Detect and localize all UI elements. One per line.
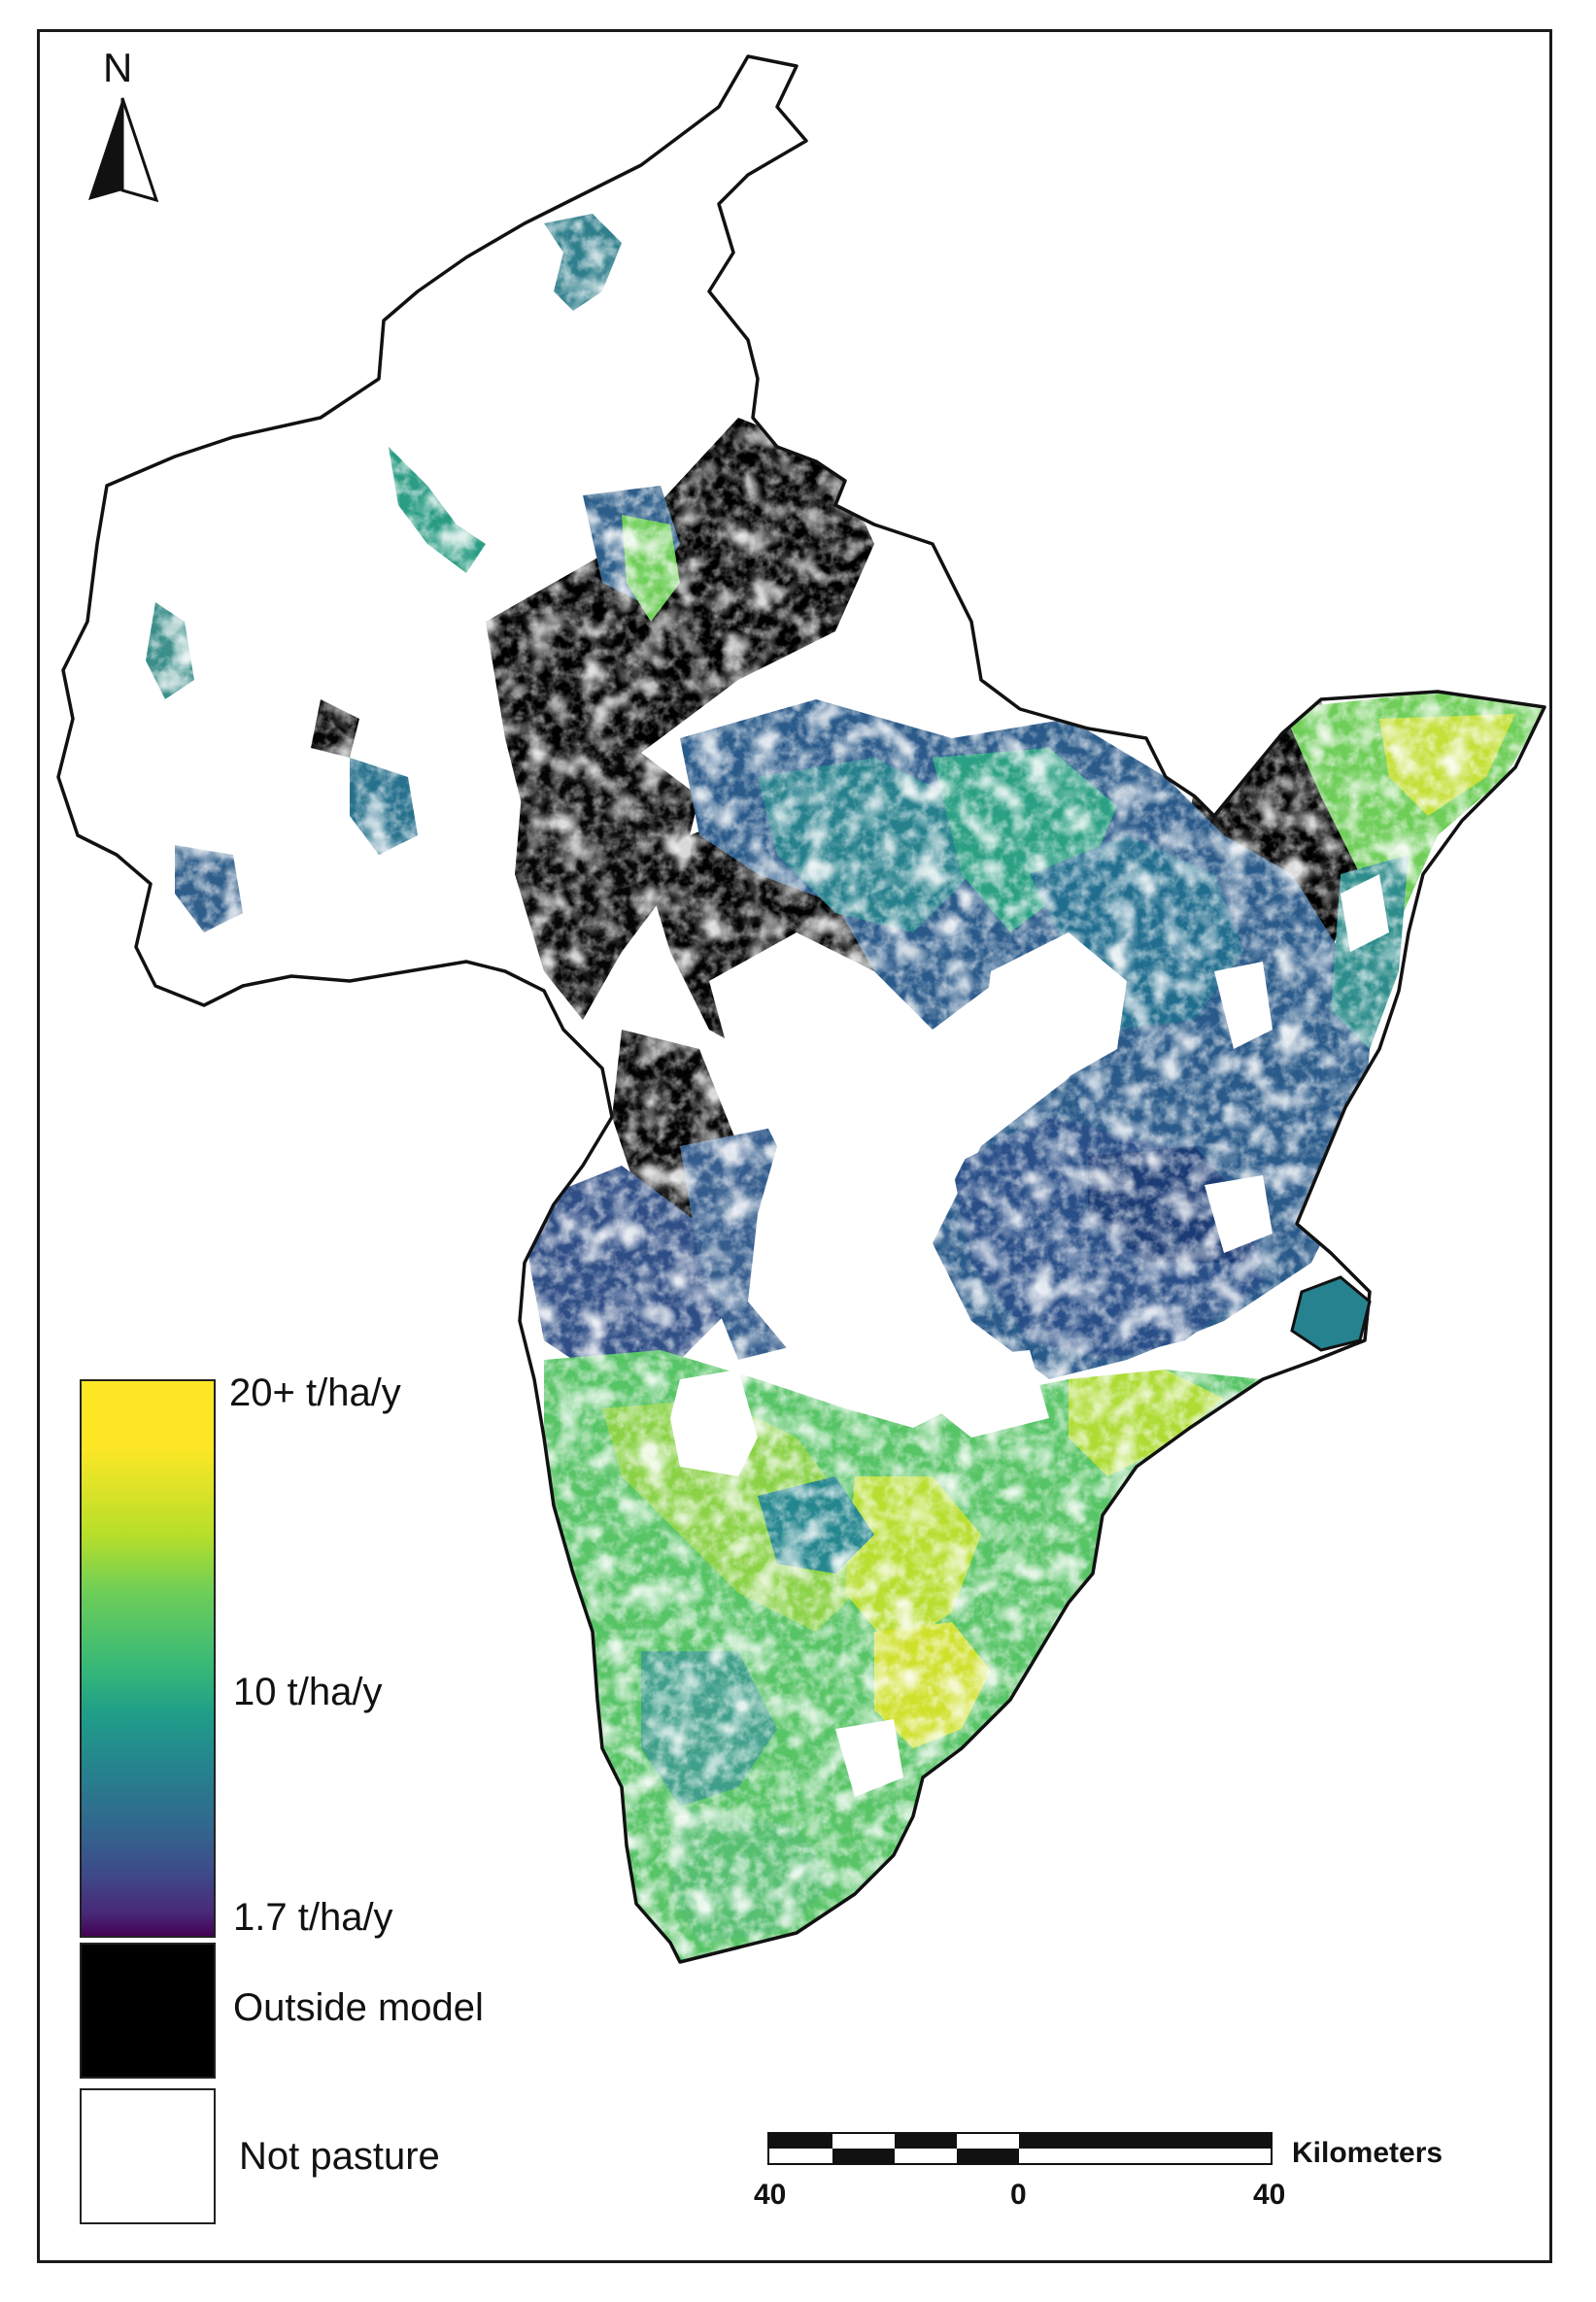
scale-tick-left: 40: [754, 2179, 787, 2211]
legend-not-pasture-swatch: [80, 2088, 216, 2224]
legend-color-ramp: [80, 1379, 216, 1938]
legend-ramp-top-label: 20+ t/ha/y: [229, 1371, 401, 1414]
legend-ramp-mid-label: 10 t/ha/y: [233, 1671, 383, 1713]
scale-bar: [767, 2132, 1273, 2165]
scale-tick-center: 0: [1010, 2179, 1027, 2211]
legend-outside-model-label: Outside model: [233, 1986, 484, 2029]
legend-ramp-bottom-label: 1.7 t/ha/y: [233, 1896, 393, 1939]
legend-outside-model-swatch: [80, 1943, 216, 2079]
legend-not-pasture-label: Not pasture: [239, 2135, 440, 2178]
scale-bar-unit: Kilometers: [1292, 2137, 1443, 2169]
north-arrow-icon: [88, 97, 159, 203]
north-arrow-label: N: [103, 45, 133, 90]
scale-tick-right: 40: [1253, 2179, 1286, 2211]
